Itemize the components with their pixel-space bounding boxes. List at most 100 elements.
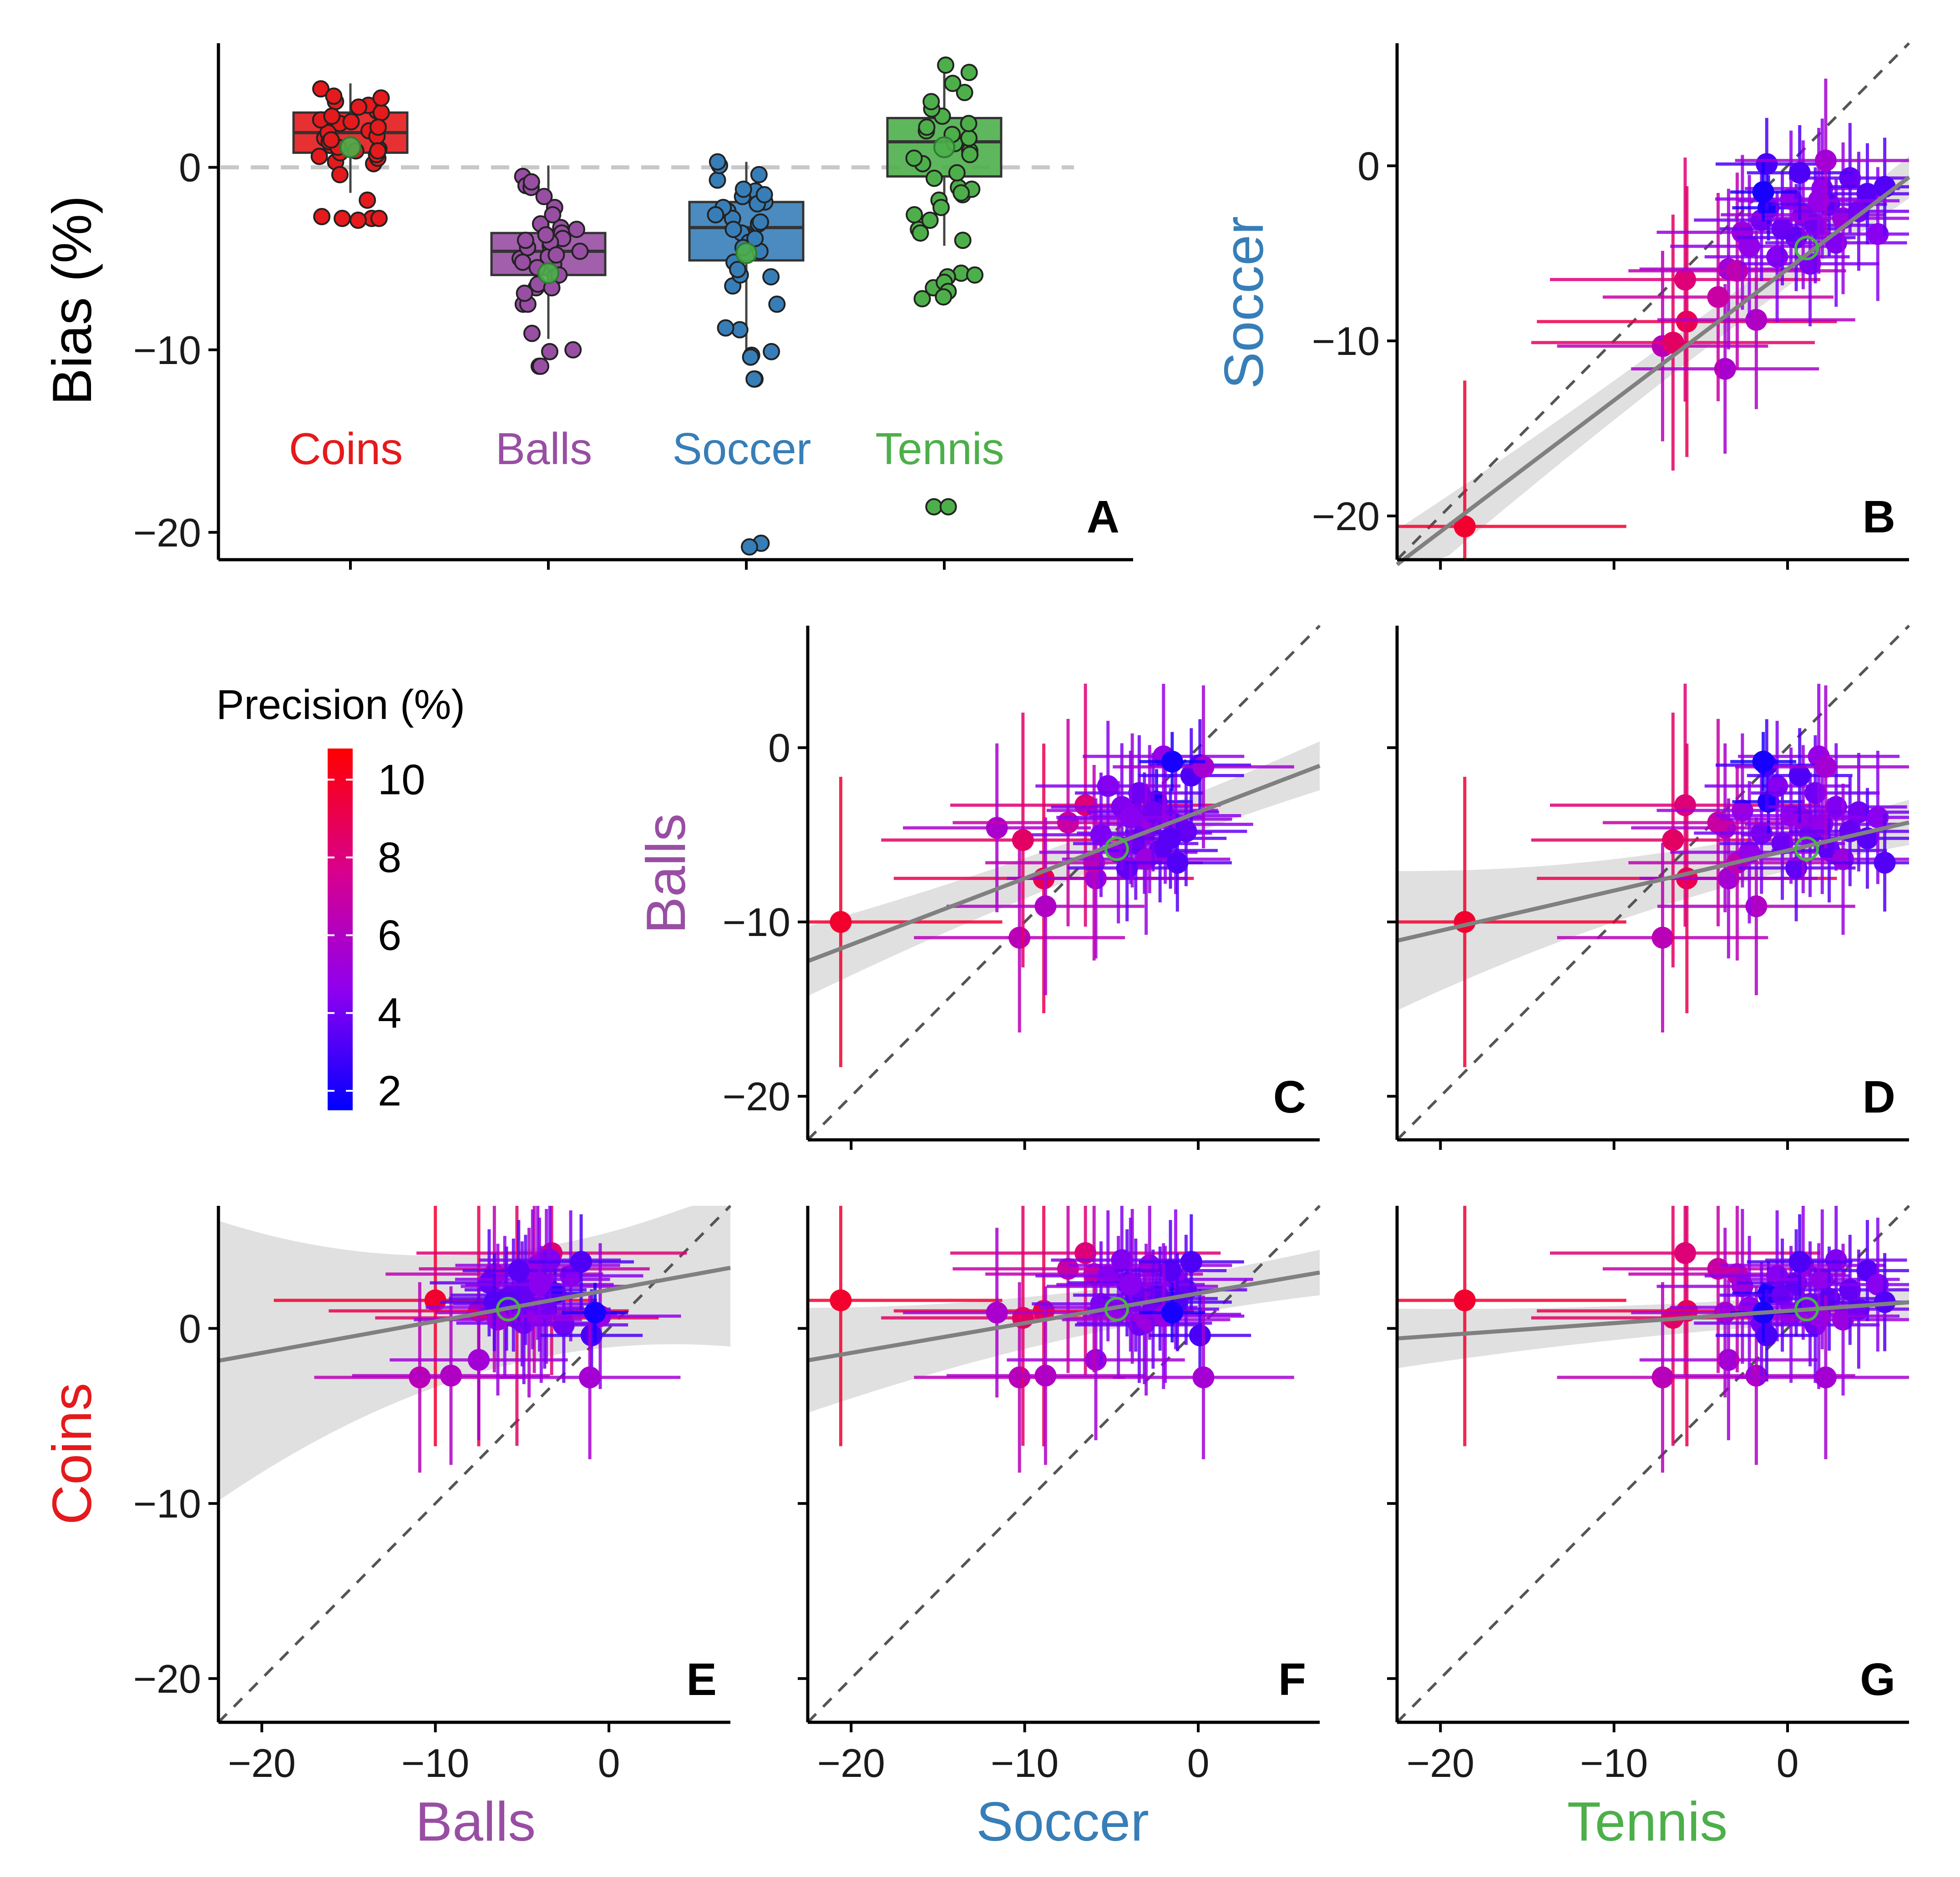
panel-c-scatter: −20 −10 0 C bbox=[723, 624, 1321, 1150]
y-tick-label: −10 bbox=[133, 1481, 201, 1526]
data-point bbox=[1674, 268, 1697, 291]
y-tick-label: −20 bbox=[133, 510, 201, 555]
data-point bbox=[1756, 1324, 1778, 1346]
data-point-tennis bbox=[925, 498, 943, 516]
identity-line bbox=[1396, 624, 1910, 1141]
data-point bbox=[1814, 1366, 1837, 1389]
data-point bbox=[1139, 1254, 1161, 1276]
data-point-balls bbox=[517, 232, 534, 249]
data-point-coins bbox=[359, 191, 376, 209]
x-tick-label: −10 bbox=[1580, 1740, 1648, 1786]
data-point-coins bbox=[310, 147, 328, 165]
data-point bbox=[1752, 750, 1774, 773]
data-point-balls bbox=[564, 341, 582, 359]
data-point-soccer bbox=[717, 319, 734, 337]
y-tick-label: −20 bbox=[133, 1656, 201, 1701]
data-point bbox=[1085, 1349, 1107, 1371]
mean-marker-coins bbox=[339, 136, 361, 158]
x-axis-title-soccer: Soccer bbox=[976, 1791, 1149, 1852]
regression-line bbox=[1396, 820, 1910, 943]
data-point-coins bbox=[372, 89, 390, 107]
data-point bbox=[1662, 331, 1684, 354]
data-point-tennis bbox=[913, 290, 931, 308]
data-point-tennis bbox=[948, 164, 966, 182]
data-point bbox=[1707, 286, 1729, 308]
legend-tick-label: 6 bbox=[378, 911, 401, 959]
data-point bbox=[1192, 756, 1215, 778]
data-point bbox=[580, 1324, 603, 1346]
mean-marker bbox=[1794, 836, 1819, 861]
data-point-tennis bbox=[921, 212, 939, 229]
regression-line bbox=[807, 1270, 1320, 1362]
data-point-soccer bbox=[762, 268, 780, 286]
data-point-soccer bbox=[755, 186, 773, 203]
data-point bbox=[986, 1301, 1008, 1324]
data-point-tennis bbox=[960, 115, 977, 132]
data-point-soccer bbox=[752, 213, 770, 231]
data-point-tennis bbox=[912, 224, 929, 242]
data-point bbox=[1119, 1274, 1142, 1296]
data-point-coins bbox=[313, 208, 331, 226]
data-point-tennis bbox=[960, 64, 978, 81]
data-point bbox=[1454, 1289, 1476, 1311]
data-point-coins bbox=[369, 142, 387, 160]
data-point bbox=[570, 1251, 593, 1273]
data-point-coins bbox=[372, 104, 390, 121]
data-point-soccer bbox=[724, 221, 742, 238]
data-point-tennis bbox=[905, 149, 923, 167]
legend-tick-label: 2 bbox=[378, 1067, 401, 1114]
panel-letter-b: B bbox=[1863, 491, 1895, 542]
data-point-balls bbox=[537, 226, 555, 244]
data-point bbox=[1848, 200, 1870, 223]
data-point-soccer bbox=[729, 261, 746, 278]
data-point-balls bbox=[547, 246, 565, 264]
data-point bbox=[1090, 824, 1112, 846]
data-point-coins bbox=[323, 107, 341, 125]
data-point-tennis bbox=[925, 169, 943, 187]
regression-line bbox=[218, 1265, 731, 1363]
data-point-balls bbox=[571, 243, 589, 260]
panel-letter-f: F bbox=[1278, 1654, 1306, 1705]
x-tick-label: −20 bbox=[228, 1740, 296, 1786]
outlier-point-coins bbox=[334, 210, 351, 228]
data-point bbox=[1142, 801, 1164, 823]
data-point-coins bbox=[325, 87, 343, 105]
data-point-coins bbox=[370, 118, 387, 136]
legend-tick-label: 8 bbox=[378, 833, 401, 881]
data-point-tennis bbox=[944, 75, 962, 92]
data-point-tennis bbox=[954, 232, 972, 249]
data-point bbox=[830, 911, 852, 933]
panel-letter-a: A bbox=[1087, 491, 1119, 542]
data-point-balls bbox=[514, 253, 532, 271]
category-label-balls: Balls bbox=[496, 424, 592, 474]
y-tick-label: 0 bbox=[768, 725, 790, 770]
panel-letter-c: C bbox=[1273, 1072, 1306, 1123]
data-point bbox=[1111, 1249, 1133, 1271]
data-point bbox=[1788, 162, 1811, 184]
data-point-coins bbox=[331, 166, 349, 183]
panel-e-scatter: −20 −20 −10 −10 0 0 E bbox=[133, 1204, 732, 1786]
y-tick-label: −20 bbox=[1312, 494, 1380, 539]
data-point-tennis bbox=[932, 198, 950, 216]
regression-line bbox=[1396, 175, 1910, 567]
x-tick-label: 0 bbox=[1187, 1740, 1210, 1786]
data-point bbox=[1161, 1301, 1183, 1324]
data-point bbox=[1788, 1251, 1811, 1273]
data-point bbox=[1651, 1366, 1674, 1389]
data-point-soccer bbox=[750, 166, 768, 183]
data-point-coins bbox=[342, 113, 360, 131]
legend-tick-label: 4 bbox=[378, 989, 401, 1037]
y-tick-label: 0 bbox=[1357, 143, 1380, 188]
outlier-point-tennis bbox=[935, 288, 952, 306]
data-point-soccer bbox=[731, 321, 749, 339]
data-point bbox=[1874, 851, 1896, 874]
data-point-tennis bbox=[960, 129, 978, 147]
x-axis-title-balls: Balls bbox=[415, 1791, 536, 1852]
outlier-point-soccer bbox=[742, 348, 760, 366]
mean-marker-balls bbox=[537, 262, 559, 284]
data-point bbox=[1166, 851, 1189, 874]
x-tick-label: −20 bbox=[1407, 1740, 1474, 1786]
panel-f-scatter: −20 −10 0 F bbox=[798, 1204, 1321, 1786]
y-tick-label: −20 bbox=[723, 1074, 790, 1119]
outlier-point-coins bbox=[349, 212, 367, 229]
